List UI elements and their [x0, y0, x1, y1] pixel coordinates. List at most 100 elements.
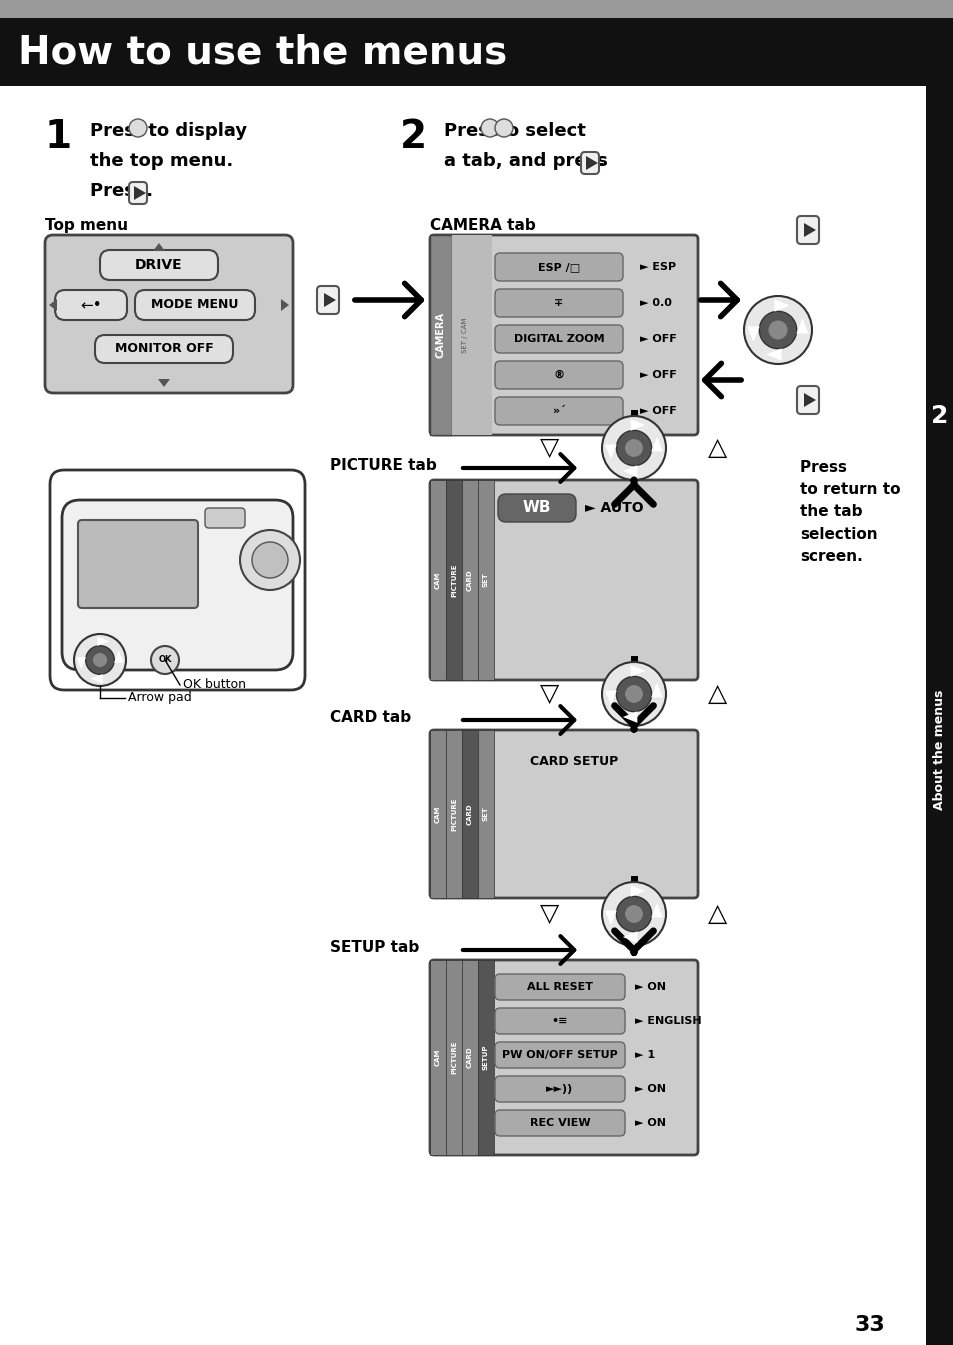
Polygon shape	[765, 348, 781, 360]
FancyBboxPatch shape	[495, 253, 622, 281]
Circle shape	[601, 882, 665, 946]
Text: ► ON: ► ON	[635, 1084, 665, 1093]
Text: ► OFF: ► OFF	[639, 406, 676, 416]
FancyBboxPatch shape	[55, 291, 127, 320]
Polygon shape	[796, 319, 808, 334]
FancyBboxPatch shape	[495, 325, 622, 352]
Text: ► 0.0: ► 0.0	[639, 299, 671, 308]
FancyBboxPatch shape	[495, 974, 624, 999]
Text: ► ON: ► ON	[635, 1118, 665, 1128]
Polygon shape	[152, 243, 165, 252]
Bar	[446, 960, 461, 1155]
Text: △: △	[708, 682, 727, 706]
Text: ►►)): ►►))	[546, 1084, 573, 1093]
Bar	[477, 730, 494, 898]
Bar	[430, 960, 446, 1155]
Text: ®: ®	[553, 370, 564, 381]
Text: ► AUTO: ► AUTO	[584, 500, 643, 515]
Polygon shape	[49, 299, 57, 311]
Polygon shape	[651, 437, 662, 452]
FancyBboxPatch shape	[129, 182, 147, 204]
Text: »´: »´	[552, 406, 565, 416]
Text: ▽: ▽	[539, 902, 559, 925]
FancyBboxPatch shape	[495, 1076, 624, 1102]
FancyBboxPatch shape	[497, 494, 576, 522]
Circle shape	[624, 685, 643, 703]
FancyBboxPatch shape	[796, 386, 818, 414]
Text: WB: WB	[522, 500, 551, 515]
Bar	[430, 480, 446, 681]
Bar	[461, 730, 477, 898]
FancyBboxPatch shape	[205, 508, 245, 529]
Circle shape	[616, 677, 651, 712]
Text: How to use the menus: How to use the menus	[18, 34, 507, 71]
Text: 1: 1	[45, 118, 72, 156]
Circle shape	[129, 118, 147, 137]
Bar	[0, 0, 953, 17]
Text: SET: SET	[482, 807, 489, 822]
Polygon shape	[651, 683, 662, 697]
Text: Press: Press	[90, 182, 152, 200]
Bar	[452, 235, 492, 434]
Text: ▽: ▽	[539, 436, 559, 460]
Text: 33: 33	[854, 1315, 884, 1336]
Circle shape	[624, 438, 643, 457]
Text: CAMERA tab: CAMERA tab	[430, 218, 536, 233]
Polygon shape	[622, 465, 637, 477]
FancyBboxPatch shape	[78, 521, 198, 608]
Circle shape	[240, 530, 299, 590]
Text: CAM: CAM	[435, 572, 440, 589]
Text: PICTURE: PICTURE	[451, 1040, 456, 1073]
Polygon shape	[622, 931, 637, 943]
Text: MONITOR OFF: MONITOR OFF	[114, 343, 213, 355]
Text: △: △	[708, 902, 727, 925]
Text: Press: Press	[90, 122, 152, 140]
FancyBboxPatch shape	[100, 250, 218, 280]
FancyBboxPatch shape	[495, 289, 622, 317]
Text: ► ENGLISH: ► ENGLISH	[635, 1015, 700, 1026]
Bar	[925, 1307, 953, 1345]
Bar	[446, 730, 461, 898]
FancyBboxPatch shape	[495, 1110, 624, 1137]
Text: OK: OK	[158, 655, 172, 664]
Bar	[430, 235, 452, 434]
Text: △: △	[708, 436, 727, 460]
Polygon shape	[76, 658, 86, 668]
Polygon shape	[630, 885, 644, 897]
Bar	[925, 390, 953, 443]
Polygon shape	[97, 636, 109, 646]
Circle shape	[495, 118, 513, 137]
Circle shape	[86, 646, 114, 674]
Polygon shape	[604, 911, 617, 925]
Polygon shape	[803, 393, 815, 408]
FancyBboxPatch shape	[95, 335, 233, 363]
FancyBboxPatch shape	[316, 286, 338, 313]
Polygon shape	[91, 674, 103, 683]
Text: DRIVE: DRIVE	[135, 258, 183, 272]
Text: ←•: ←•	[80, 297, 102, 312]
FancyBboxPatch shape	[430, 730, 698, 898]
Polygon shape	[604, 445, 617, 459]
FancyBboxPatch shape	[796, 217, 818, 243]
FancyBboxPatch shape	[495, 1007, 624, 1034]
Bar	[461, 960, 477, 1155]
Circle shape	[74, 633, 126, 686]
FancyBboxPatch shape	[495, 397, 622, 425]
Circle shape	[759, 311, 796, 348]
Text: the top menu.: the top menu.	[90, 152, 233, 169]
Text: Press: Press	[443, 122, 505, 140]
Text: PW ON/OFF SETUP: PW ON/OFF SETUP	[501, 1050, 618, 1060]
Polygon shape	[324, 293, 335, 307]
Polygon shape	[113, 651, 123, 663]
Text: CAMERA: CAMERA	[436, 312, 446, 358]
Text: DIGITAL ZOOM: DIGITAL ZOOM	[513, 334, 603, 344]
Text: CARD: CARD	[467, 569, 473, 590]
Text: REC VIEW: REC VIEW	[529, 1118, 590, 1128]
Polygon shape	[585, 156, 598, 169]
Text: a tab, and press: a tab, and press	[443, 152, 614, 169]
FancyBboxPatch shape	[135, 291, 254, 320]
Bar	[0, 17, 953, 86]
Circle shape	[480, 118, 498, 137]
Text: ▽: ▽	[539, 682, 559, 706]
Circle shape	[601, 662, 665, 726]
